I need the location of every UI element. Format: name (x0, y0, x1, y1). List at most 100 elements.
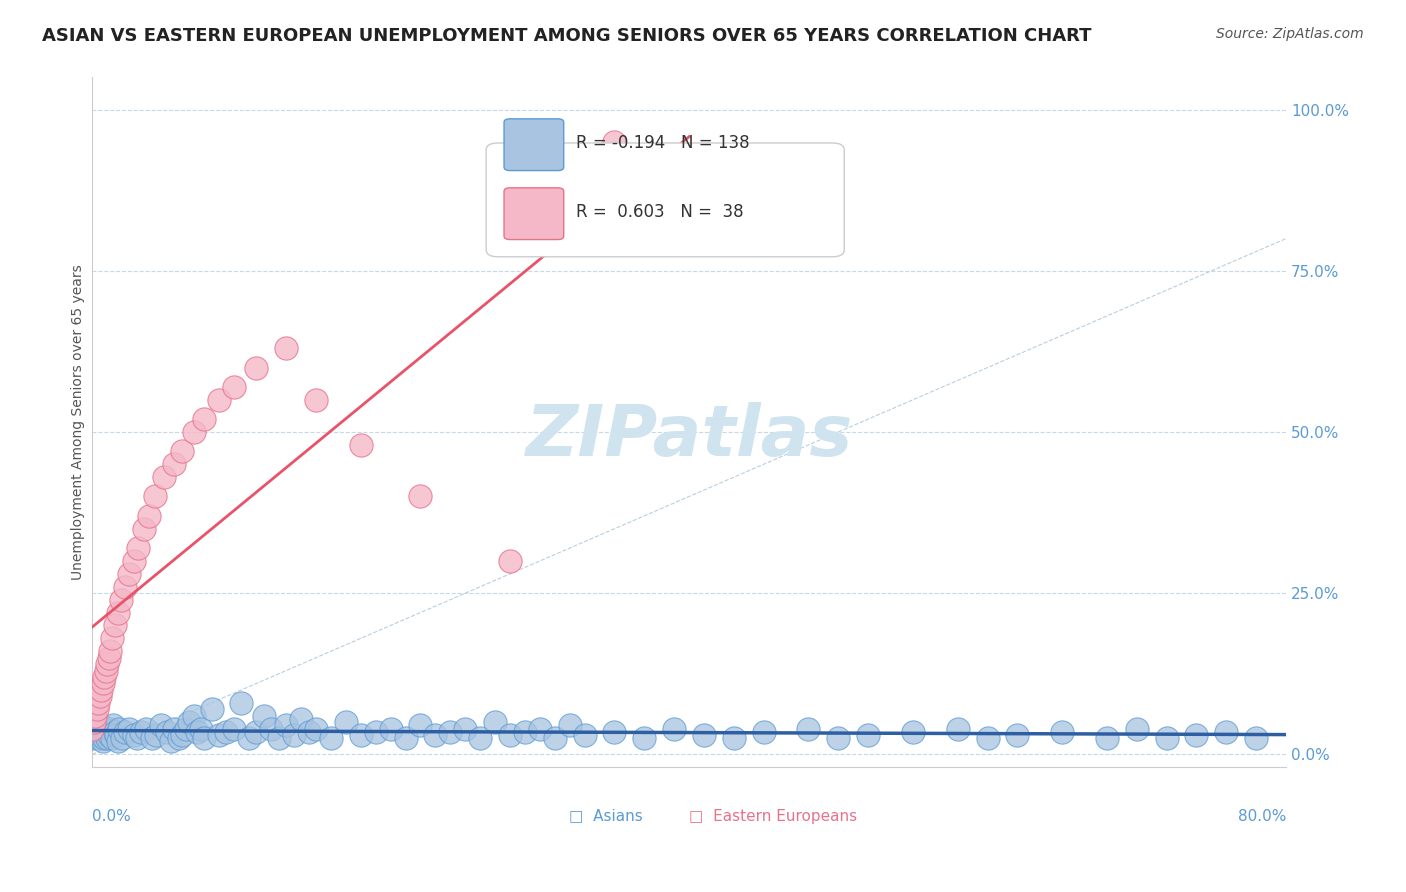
Point (245, 360, 267, 375)
Point (163, 457, 186, 471)
Text: ASIAN VS EASTERN EUROPEAN UNEMPLOYMENT AMONG SENIORS OVER 65 YEARS CORRELATION C: ASIAN VS EASTERN EUROPEAN UNEMPLOYMENT A… (42, 27, 1091, 45)
Point (89, 690, 111, 704)
Point (409, 490, 432, 504)
Point (118, 722, 141, 736)
Point (484, 715, 506, 730)
Point (107, 606, 129, 620)
Point (143, 490, 166, 504)
Point (603, 724, 626, 739)
Point (380, 722, 402, 736)
Point (93, 731, 115, 746)
Point (222, 722, 245, 736)
Point (238, 731, 260, 746)
Point (425, 728, 447, 742)
Point (856, 728, 879, 742)
Point (127, 541, 149, 555)
Point (94, 728, 117, 742)
Point (186, 724, 208, 739)
Point (499, 728, 522, 742)
Point (100, 731, 122, 746)
Text: ZIPatlas: ZIPatlas (526, 401, 853, 471)
Point (101, 718, 124, 732)
Point (752, 724, 775, 739)
Point (1244, 731, 1267, 746)
Point (83, 715, 105, 730)
FancyBboxPatch shape (486, 143, 844, 257)
Point (103, 618, 125, 632)
Point (409, 718, 432, 732)
Point (89, 722, 111, 736)
Text: R =  0.603   N =  38: R = 0.603 N = 38 (575, 203, 744, 221)
Point (89, 728, 111, 742)
Point (208, 728, 231, 742)
Point (170, 728, 193, 742)
Point (208, 392, 231, 407)
Point (1215, 724, 1237, 739)
Point (84, 724, 107, 739)
Point (290, 712, 312, 726)
Point (1125, 722, 1147, 736)
Point (1095, 731, 1118, 746)
Point (183, 425, 205, 439)
Point (558, 718, 581, 732)
Point (633, 731, 655, 746)
Y-axis label: Unemployment Among Seniors over 65 years: Unemployment Among Seniors over 65 years (72, 265, 86, 580)
Text: □  Asians: □ Asians (568, 809, 643, 823)
Point (91, 676, 114, 690)
Point (84, 722, 107, 736)
FancyBboxPatch shape (503, 188, 564, 240)
Text: 80.0%: 80.0% (1237, 809, 1286, 823)
Point (125, 731, 148, 746)
Point (827, 731, 849, 746)
Point (1156, 731, 1178, 746)
Point (267, 731, 290, 746)
Point (122, 728, 145, 742)
Point (946, 722, 969, 736)
Point (149, 718, 172, 732)
Point (350, 728, 373, 742)
Point (87, 715, 110, 730)
Point (114, 724, 136, 739)
Point (215, 724, 238, 739)
Point (283, 728, 305, 742)
Point (90, 718, 112, 732)
Point (222, 380, 245, 394)
Point (82, 722, 104, 736)
Point (350, 438, 373, 452)
Point (86, 718, 108, 732)
Point (439, 724, 461, 739)
Point (693, 728, 716, 742)
Point (276, 718, 298, 732)
Point (87, 696, 110, 710)
Text: Source: ZipAtlas.com: Source: ZipAtlas.com (1216, 27, 1364, 41)
Point (170, 444, 193, 458)
Point (319, 731, 342, 746)
Point (167, 731, 190, 746)
Point (260, 722, 283, 736)
Point (662, 722, 685, 736)
Point (86, 728, 108, 742)
Point (141, 731, 163, 746)
Point (179, 715, 201, 730)
Point (103, 724, 125, 739)
Point (163, 722, 186, 736)
Point (110, 592, 132, 607)
Point (513, 724, 536, 739)
Point (183, 708, 205, 723)
Point (96, 724, 118, 739)
Point (470, 731, 492, 746)
Point (97, 650, 120, 665)
Point (1007, 728, 1029, 742)
Point (394, 731, 416, 746)
Point (529, 722, 551, 736)
Point (98, 644, 121, 658)
Point (976, 731, 998, 746)
Point (454, 722, 477, 736)
Point (138, 508, 160, 523)
Point (544, 731, 567, 746)
Point (1050, 724, 1073, 739)
Point (105, 728, 128, 742)
Point (131, 724, 153, 739)
Point (335, 715, 357, 730)
Point (96, 731, 118, 746)
